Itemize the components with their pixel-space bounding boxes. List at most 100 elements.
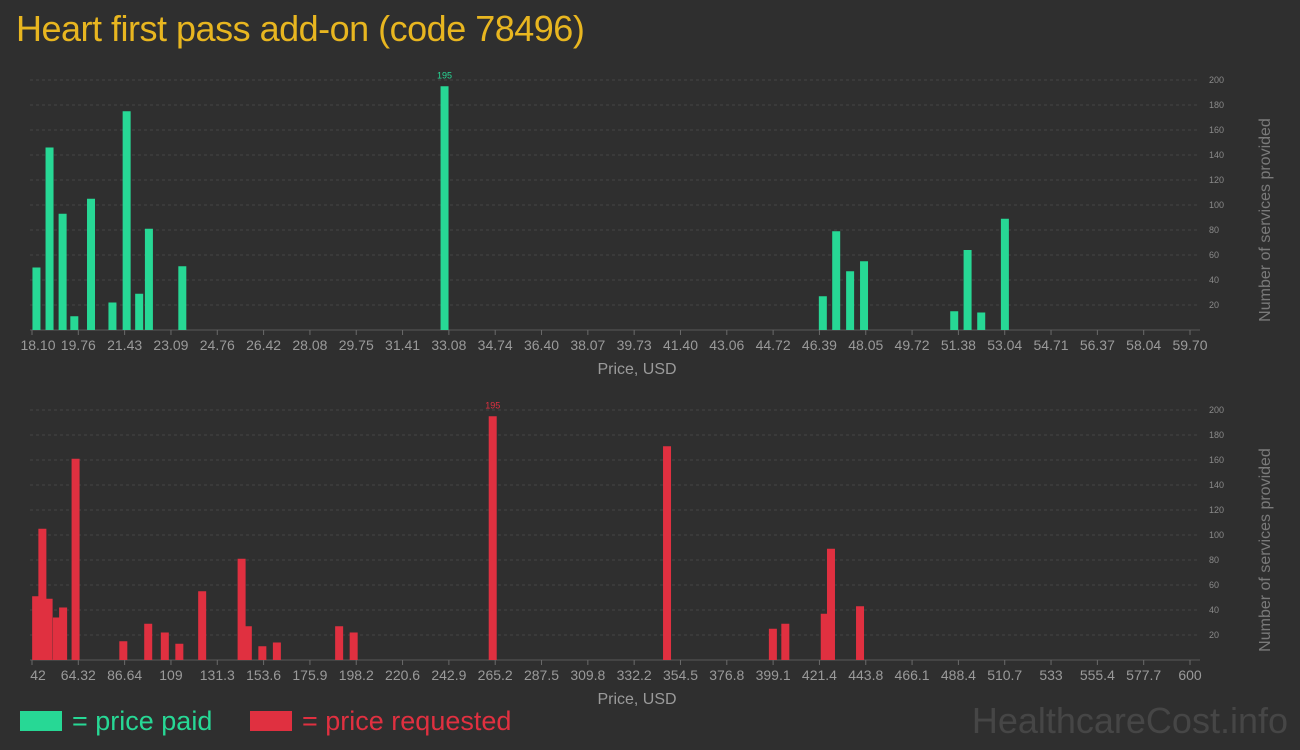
legend-price-paid: = price paid xyxy=(20,704,212,738)
x-tick-label: 39.73 xyxy=(617,337,652,353)
x-axis-label: Price, USD xyxy=(597,691,676,708)
y-tick-label: 120 xyxy=(1209,175,1224,185)
x-tick-label: 175.9 xyxy=(292,667,327,683)
y-tick-label: 200 xyxy=(1209,75,1224,85)
x-tick-label: 242.9 xyxy=(431,667,466,683)
price-requested-swatch xyxy=(250,711,292,731)
page-title: Heart first pass add-on (code 78496) xyxy=(16,8,585,49)
y-tick-label: 80 xyxy=(1209,555,1219,565)
bar xyxy=(820,613,829,660)
price-requested-chart: 20 40 60 80 100 120 140 160 180 200 42 64.32 86.64 10… xyxy=(30,400,1274,708)
x-tick-label: 26.42 xyxy=(246,337,281,353)
x-tick-label: 443.8 xyxy=(848,667,883,683)
bar xyxy=(663,446,672,660)
x-tick-label: 49.72 xyxy=(895,337,930,353)
x-tick-label: 21.43 xyxy=(107,337,142,353)
x-tick-label: 53.04 xyxy=(987,337,1022,353)
y-axis-label: Number of services provided xyxy=(1257,118,1274,322)
bar xyxy=(832,231,841,330)
y-tick-label: 40 xyxy=(1209,275,1219,285)
x-tick-label: 19.76 xyxy=(61,337,96,353)
bar xyxy=(70,316,79,330)
x-tick-label: 131.3 xyxy=(200,667,235,683)
bar xyxy=(440,86,449,330)
bar xyxy=(160,632,169,660)
x-tick-label: 488.4 xyxy=(941,667,976,683)
x-tick-label: 376.8 xyxy=(709,667,744,683)
bar xyxy=(768,628,777,660)
bar xyxy=(52,617,61,660)
price-paid-chart: 20 40 60 80 100 120 140 160 180 200 18.10 19.76 21.4… xyxy=(20,70,1274,378)
x-tick-label: 59.70 xyxy=(1172,337,1207,353)
bar xyxy=(32,267,41,330)
x-tick-label: 555.4 xyxy=(1080,667,1115,683)
bar xyxy=(237,558,246,660)
y-tick-label: 60 xyxy=(1209,580,1219,590)
y-tick-label: 140 xyxy=(1209,480,1224,490)
x-tick-label: 51.38 xyxy=(941,337,976,353)
bar xyxy=(87,198,96,330)
x-tick-label: 466.1 xyxy=(895,667,930,683)
x-tick-label: 24.76 xyxy=(200,337,235,353)
bar xyxy=(32,596,41,660)
bar xyxy=(977,312,986,330)
x-tick-label: 46.39 xyxy=(802,337,837,353)
y-axis-label: Number of services provided xyxy=(1257,448,1274,652)
x-tick-label: 33.08 xyxy=(431,337,466,353)
x-tick-label: 18.10 xyxy=(20,337,55,353)
bar xyxy=(178,266,187,330)
bar xyxy=(71,458,80,660)
bar xyxy=(963,250,972,330)
x-tick-label: 533 xyxy=(1039,667,1063,683)
price-paid-swatch xyxy=(20,711,62,731)
y-tick-label: 160 xyxy=(1209,455,1224,465)
x-tick-label: 220.6 xyxy=(385,667,420,683)
x-tick-label: 44.72 xyxy=(756,337,791,353)
x-tick-label: 153.6 xyxy=(246,667,281,683)
y-tick-label: 180 xyxy=(1209,100,1224,110)
bar xyxy=(349,632,358,660)
y-tick-label: 60 xyxy=(1209,250,1219,260)
bar xyxy=(135,293,144,330)
y-tick-label: 100 xyxy=(1209,530,1224,540)
bar xyxy=(144,623,153,660)
x-tick-label: 332.2 xyxy=(617,667,652,683)
x-tick-label: 421.4 xyxy=(802,667,837,683)
x-tick-label: 48.05 xyxy=(848,337,883,353)
x-tick-label: 287.5 xyxy=(524,667,559,683)
x-tick-label: 36.40 xyxy=(524,337,559,353)
bar xyxy=(950,311,959,330)
x-tick-label: 42 xyxy=(30,667,46,683)
x-tick-label: 56.37 xyxy=(1080,337,1115,353)
bar xyxy=(119,641,128,660)
x-tick-label: 198.2 xyxy=(339,667,374,683)
bar xyxy=(58,213,67,330)
bar xyxy=(1000,218,1009,330)
x-tick-label: 34.74 xyxy=(478,337,513,353)
bar xyxy=(198,591,207,660)
bar xyxy=(243,626,252,660)
bar xyxy=(856,606,865,660)
x-tick-label: 31.41 xyxy=(385,337,420,353)
bar xyxy=(45,147,54,330)
x-tick-label: 54.71 xyxy=(1034,337,1069,353)
x-tick-label: 86.64 xyxy=(107,667,142,683)
bar xyxy=(846,271,855,330)
y-tick-label: 120 xyxy=(1209,505,1224,515)
legend-price-paid-label: = price paid xyxy=(72,705,213,736)
y-tick-label: 200 xyxy=(1209,405,1224,415)
watermark: HealthcareCost.info xyxy=(971,700,1288,741)
x-tick-label: 265.2 xyxy=(478,667,513,683)
y-tick-label: 40 xyxy=(1209,605,1219,615)
y-tick-label: 100 xyxy=(1209,200,1224,210)
max-value-label: 195 xyxy=(485,400,500,410)
bar xyxy=(272,642,281,660)
y-tick-label: 180 xyxy=(1209,430,1224,440)
bar xyxy=(175,643,184,660)
y-tick-label: 80 xyxy=(1209,225,1219,235)
legend-price-requested: = price requested xyxy=(250,704,511,738)
x-tick-label: 309.8 xyxy=(570,667,605,683)
bar xyxy=(335,626,344,660)
x-tick-label: 354.5 xyxy=(663,667,698,683)
bar xyxy=(144,228,153,330)
